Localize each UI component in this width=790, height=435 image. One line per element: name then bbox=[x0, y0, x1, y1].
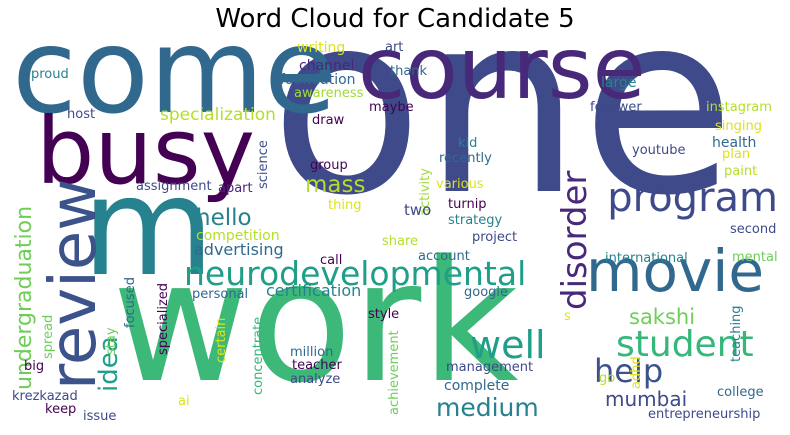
word-science: science bbox=[256, 140, 271, 189]
word-medium: medium bbox=[436, 393, 539, 422]
word-certain: certain bbox=[214, 317, 229, 363]
word-mass: mass bbox=[305, 172, 366, 198]
word-mental: mental bbox=[732, 250, 778, 265]
word-sakshi: sakshi bbox=[629, 305, 696, 329]
word-student: student bbox=[616, 324, 754, 365]
word-account: account bbox=[418, 249, 470, 264]
word-mumbai: mumbai bbox=[605, 387, 688, 411]
word-call: call bbox=[320, 253, 343, 268]
word-cloud: one work come course busy m review movie neurode… bbox=[12, 40, 778, 425]
word-recently: recently bbox=[439, 151, 492, 166]
word-specialization: specialization bbox=[160, 105, 276, 125]
word-art: art bbox=[385, 40, 404, 55]
word-international: international bbox=[605, 251, 688, 266]
word-well: well bbox=[470, 323, 546, 367]
word-advertising: advertising bbox=[194, 240, 284, 259]
word-spread: spread bbox=[41, 314, 56, 359]
word-neurodevelopmental: neurodevelopmental bbox=[184, 254, 527, 293]
word-s: s bbox=[564, 309, 571, 324]
word-style: style bbox=[368, 307, 400, 322]
word-foundation: foundation bbox=[280, 72, 356, 88]
word-competition: competition bbox=[196, 228, 280, 244]
word-specialized: specialized bbox=[156, 282, 171, 355]
word-stay: stay bbox=[104, 327, 119, 355]
word-hello: hello bbox=[196, 205, 252, 231]
word-proud: proud bbox=[31, 67, 69, 82]
word-busy: busy bbox=[36, 98, 256, 205]
word-college: college bbox=[717, 385, 764, 400]
word-work: work bbox=[112, 224, 519, 420]
word-share: share bbox=[382, 234, 419, 249]
word-follower: follower bbox=[590, 100, 642, 115]
word-big: big bbox=[24, 359, 45, 374]
word-paint: paint bbox=[724, 164, 758, 179]
chart-title: Word Cloud for Candidate 5 bbox=[215, 4, 575, 34]
word-million: million bbox=[290, 345, 334, 360]
word-one: one bbox=[270, 40, 736, 250]
word-m: m bbox=[82, 149, 215, 307]
word-writing: writing bbox=[297, 40, 346, 56]
word-assignment: assignment bbox=[136, 179, 212, 194]
word-adhd: adhd bbox=[629, 356, 644, 389]
word-strategy: strategy bbox=[448, 213, 503, 228]
word-draw: draw bbox=[312, 113, 345, 128]
word-maybe: maybe bbox=[369, 100, 414, 115]
word-come: come bbox=[12, 40, 337, 140]
word-various: various bbox=[436, 177, 484, 192]
word-personal: personal bbox=[192, 287, 249, 302]
word-achievement: achievement bbox=[387, 330, 402, 415]
word-entrepreneurship: entrepreneurship bbox=[648, 407, 761, 422]
word-singing: singing bbox=[715, 119, 762, 134]
word-health: health bbox=[712, 135, 757, 151]
word-disorder: disorder bbox=[555, 170, 595, 310]
word-course: course bbox=[358, 40, 646, 119]
word-large: large bbox=[601, 75, 637, 91]
word-second: second bbox=[730, 222, 777, 237]
word-teacher: teacher bbox=[292, 358, 342, 373]
word-youtube: youtube bbox=[632, 143, 686, 158]
word-host: host bbox=[67, 107, 96, 122]
word-program: program bbox=[607, 175, 778, 221]
word-management: management bbox=[446, 360, 534, 375]
word-group: group bbox=[310, 158, 348, 173]
word-google: google bbox=[464, 285, 509, 300]
word-awareness: awareness bbox=[294, 86, 364, 101]
word-apart: apart bbox=[218, 181, 253, 196]
word-concentrate: concentrate bbox=[251, 316, 266, 395]
word-focused: focused bbox=[123, 277, 138, 328]
word-krezkazad: krezkazad bbox=[12, 389, 78, 404]
word-kid: kid bbox=[458, 136, 478, 151]
word-ai: ai bbox=[178, 394, 190, 409]
word-project: project bbox=[472, 230, 518, 245]
word-turnip: turnip bbox=[448, 197, 487, 212]
word-help: help bbox=[594, 352, 664, 390]
word-plan: plan bbox=[722, 147, 751, 162]
word-analyze: analyze bbox=[290, 372, 341, 387]
word-go: go bbox=[599, 371, 616, 386]
word-thank: thank bbox=[390, 64, 428, 79]
word-channel: channel bbox=[299, 58, 355, 74]
word-teaching: teaching bbox=[729, 305, 744, 362]
word-complete: complete bbox=[444, 378, 510, 394]
word-issue: issue bbox=[83, 409, 117, 424]
word-two: two bbox=[404, 201, 432, 219]
word-movie: movie bbox=[586, 237, 765, 305]
word-instagram: instagram bbox=[706, 100, 772, 115]
word-thing: thing bbox=[328, 198, 362, 213]
word-keep: keep bbox=[45, 402, 77, 417]
word-certification: certification bbox=[266, 281, 362, 300]
